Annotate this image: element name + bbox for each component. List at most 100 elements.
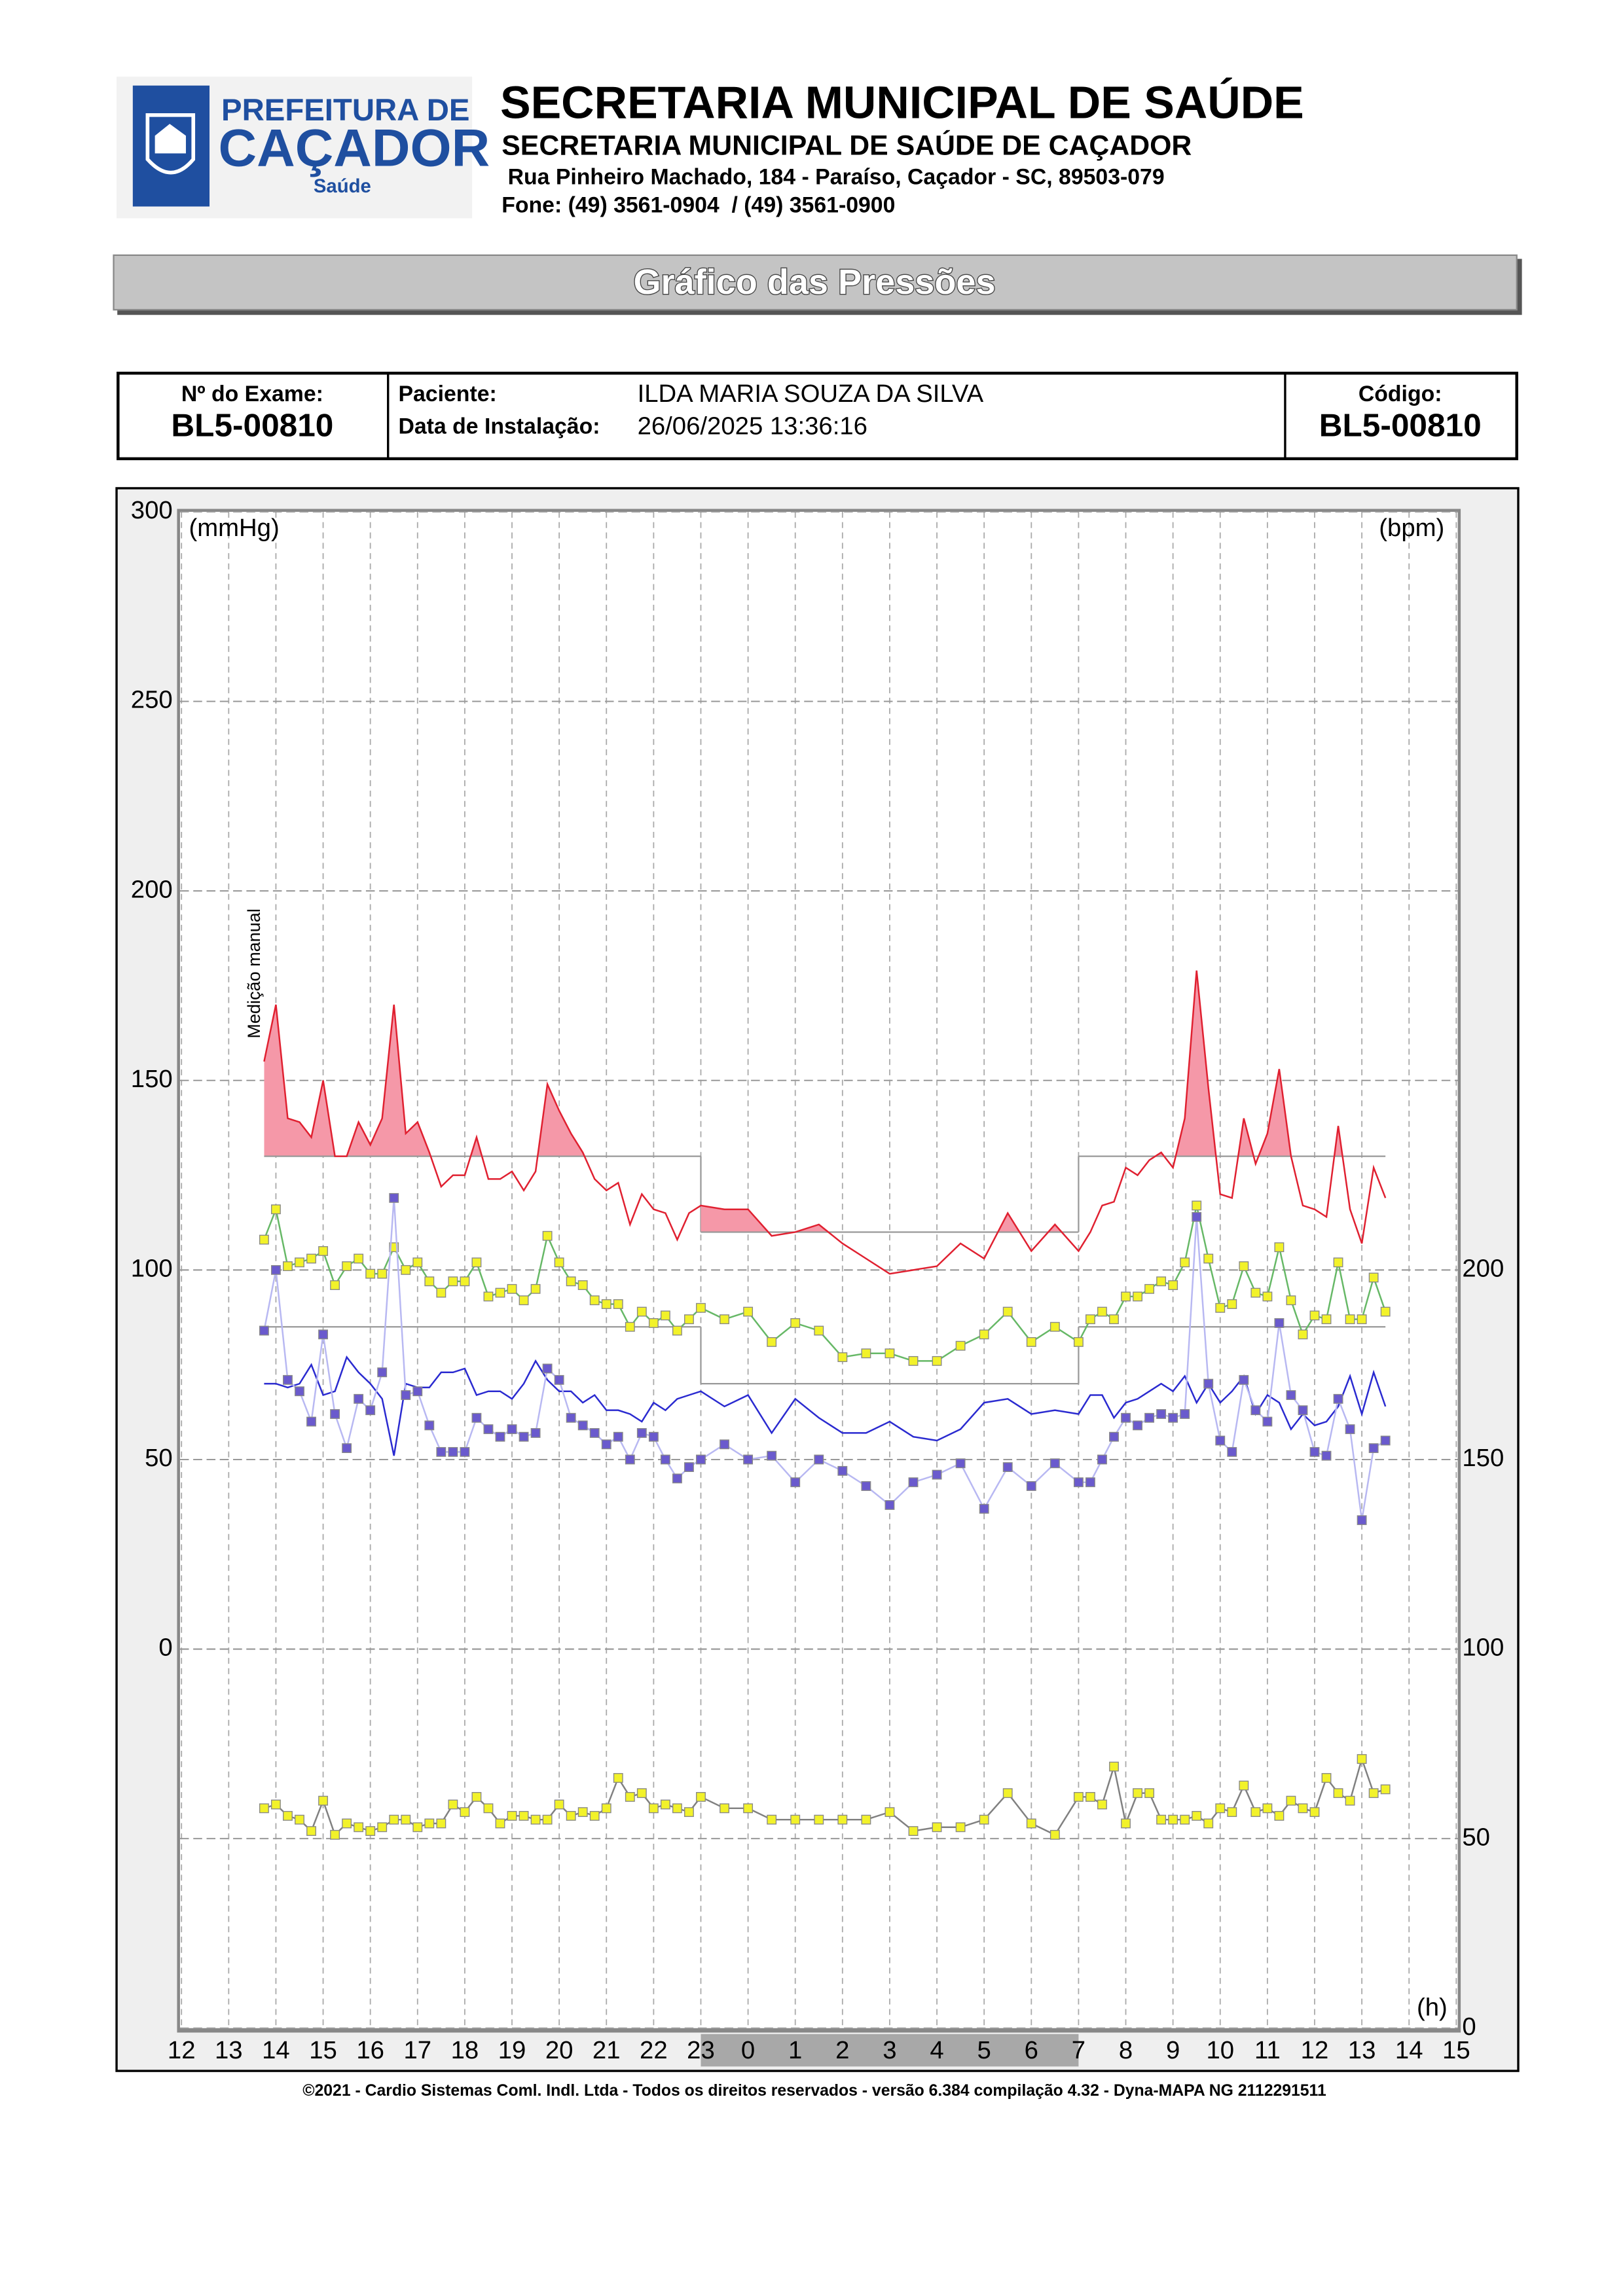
point [601,1299,611,1309]
point [377,1822,388,1833]
point [1180,1257,1190,1268]
point [1239,1374,1249,1385]
excess-area [701,1205,1062,1232]
point [365,1826,376,1837]
point [837,1352,848,1363]
point [1274,1242,1285,1253]
point [259,1234,269,1245]
point [932,1355,942,1366]
point [1203,1253,1214,1264]
point [436,1287,447,1298]
point [354,1253,364,1264]
x-tick-label: 23 [687,2036,715,2064]
point [1203,1378,1214,1389]
point [1144,1412,1155,1423]
point [861,1348,871,1359]
point [589,1427,600,1438]
label: Nº do Exame: [181,382,323,406]
point [460,1446,470,1457]
point [542,1230,553,1241]
point [932,1822,942,1833]
point [1215,1435,1226,1446]
point [412,1822,423,1833]
point [979,1503,989,1514]
point [1133,1420,1142,1431]
point [1097,1799,1107,1810]
point [460,1807,470,1818]
point [1309,1807,1320,1818]
point [1156,1409,1167,1419]
point [1026,1336,1036,1347]
point [613,1299,623,1309]
point [1250,1807,1261,1818]
point [1192,1200,1202,1211]
point [589,1810,600,1821]
point [259,1803,269,1814]
point [1192,1211,1202,1222]
point [648,1431,659,1442]
logo-text: PREFEITURA DE [221,93,469,128]
label: Data de Instalação: [398,414,600,439]
point [354,1822,364,1833]
point [1321,1314,1332,1325]
point [613,1431,623,1442]
point [636,1306,647,1317]
point [1286,1295,1296,1306]
y-tick-label: 100 [131,1255,173,1283]
point [1298,1329,1308,1340]
point [1227,1299,1237,1309]
y2-tick-label: 100 [1462,1634,1504,1662]
label: Código: [1359,382,1442,406]
x-tick-label: 1 [788,2036,802,2064]
point [412,1257,423,1268]
point [1026,1818,1036,1829]
x-tick-label: 20 [545,2036,574,2064]
point [1180,1409,1190,1419]
point [530,1427,541,1438]
point [342,1261,352,1272]
point [837,1814,848,1825]
point [1368,1272,1379,1283]
point [389,1814,399,1825]
point [436,1446,447,1457]
point [1121,1818,1131,1829]
point [684,1314,694,1325]
y2-tick-label: 200 [1462,1255,1504,1283]
point [636,1788,647,1799]
point [519,1295,529,1306]
y2-tick-label: 50 [1462,1823,1490,1851]
excess-area [1155,970,1343,1157]
y-tick-label: 0 [158,1634,172,1662]
point [1262,1416,1273,1427]
point [365,1405,376,1416]
point [1002,1462,1013,1472]
point [696,1302,706,1313]
point [377,1367,388,1378]
point [1333,1257,1343,1268]
point [483,1291,494,1302]
point [471,1792,482,1802]
install-date: 26/06/2025 13:36:16 [638,412,867,440]
footer: ©2021 - Cardio Sistemas Coml. Indl. Ltda… [302,2082,1326,2100]
y-tick-label: 200 [131,875,173,903]
point [979,1329,989,1340]
label: Paciente: [398,382,496,406]
logo-house [155,124,186,154]
point [1192,1810,1202,1821]
point [660,1310,670,1321]
point [1250,1287,1261,1298]
point [483,1424,494,1435]
point [1345,1314,1355,1325]
point [955,1822,966,1833]
point [648,1803,659,1814]
point [259,1325,269,1336]
point [767,1336,777,1347]
point [270,1799,281,1810]
point [1002,1788,1013,1799]
point [1286,1390,1296,1400]
point [495,1287,505,1298]
x-tick-label: 17 [403,2036,431,2064]
point [354,1393,364,1404]
